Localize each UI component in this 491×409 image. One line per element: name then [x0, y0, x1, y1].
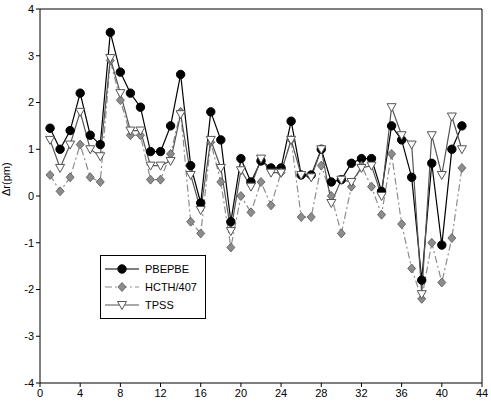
html-text:PBEPBE: PBEPBE	[145, 263, 189, 275]
svg-text:44: 44	[476, 387, 483, 399]
svg-text:4: 4	[28, 3, 34, 15]
svg-text:12: 12	[154, 387, 166, 399]
svg-text:8: 8	[117, 387, 123, 399]
svg-text:24: 24	[275, 387, 287, 399]
svg-text:1: 1	[28, 143, 34, 155]
svg-text:-3: -3	[24, 330, 34, 342]
svg-text:16: 16	[195, 387, 207, 399]
svg-text:-4: -4	[24, 377, 34, 389]
svg-text:0: 0	[37, 387, 43, 399]
svg-text:-1: -1	[24, 237, 34, 249]
svg-text:Δr(pm): Δr(pm)	[8, 162, 12, 196]
svg-text:2: 2	[28, 96, 34, 108]
svg-text:40: 40	[436, 387, 448, 399]
svg-text:20: 20	[235, 387, 247, 399]
svg-text:32: 32	[355, 387, 367, 399]
html-text:HCTH/407: HCTH/407	[145, 281, 197, 293]
svg-text:0: 0	[28, 190, 34, 202]
svg-text:4: 4	[77, 387, 83, 399]
svg-text:28: 28	[315, 387, 327, 399]
svg-text:36: 36	[396, 387, 408, 399]
svg-text:3: 3	[28, 50, 34, 62]
svg-text:-2: -2	[24, 283, 34, 295]
html-text:TPSS: TPSS	[145, 299, 174, 311]
